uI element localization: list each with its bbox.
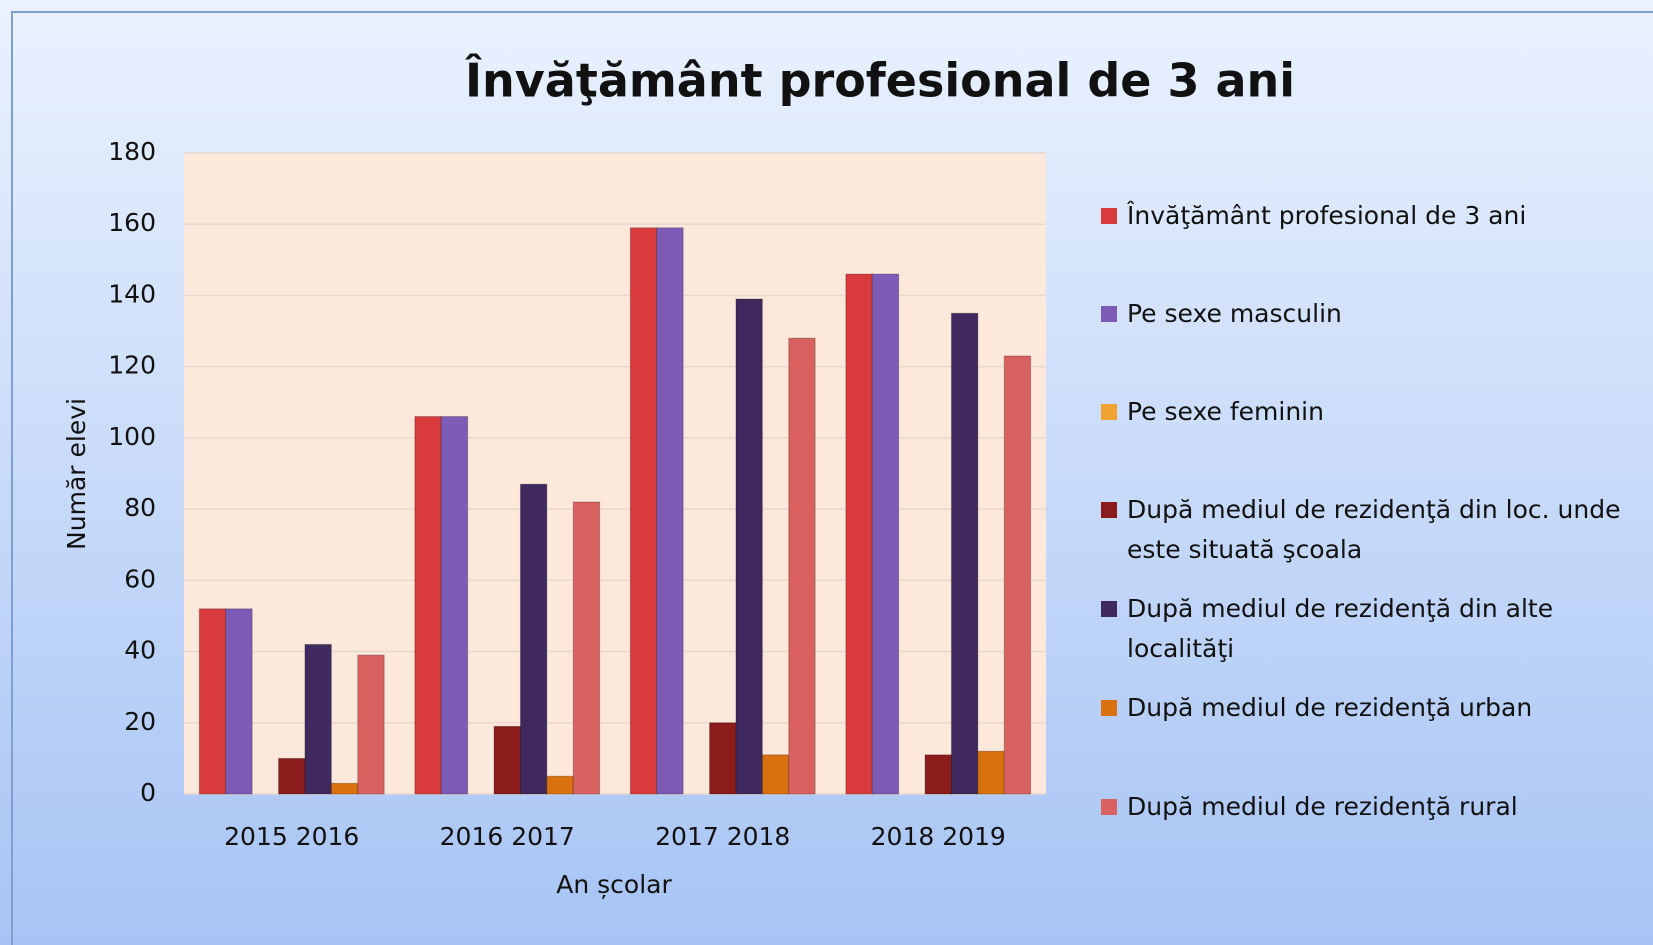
- bar: [225, 608, 253, 795]
- x-tick-label: 2015 2016: [224, 822, 359, 851]
- legend-swatch: [1101, 404, 1117, 420]
- bar: [198, 608, 227, 795]
- legend-swatch: [1101, 208, 1117, 224]
- bar: [950, 312, 979, 795]
- chart-title: Învăţământ profesional de 3 ani: [465, 54, 1295, 108]
- legend-label: După mediul de rezidenţă urban: [1127, 693, 1533, 722]
- legend-item: Învăţământ profesional de 3 ani: [1101, 196, 1631, 236]
- legend-label: Învăţământ profesional de 3 ani: [1127, 201, 1527, 230]
- bar: [357, 654, 385, 795]
- legend-item: După mediul de rezidenţă din loc. unde e…: [1101, 490, 1631, 570]
- legend-swatch: [1101, 502, 1117, 518]
- bar: [924, 754, 952, 795]
- y-tick-label: 40: [124, 636, 156, 665]
- y-tick-label: 20: [124, 707, 156, 736]
- bar: [440, 416, 469, 795]
- bar: [761, 754, 790, 795]
- legend-item: După mediul de rezidenţă rural: [1101, 787, 1631, 827]
- bar: [330, 782, 359, 795]
- y-tick-label: 120: [108, 351, 156, 380]
- bar: [278, 757, 306, 795]
- bar: [546, 775, 574, 795]
- legend-item: După mediul de rezidenţă din alte locali…: [1101, 589, 1631, 669]
- bar: [414, 416, 442, 795]
- x-axis-title: An școlar: [556, 870, 672, 899]
- y-axis-title: Număr elevi: [62, 398, 91, 550]
- legend-label: Pe sexe feminin: [1127, 397, 1324, 426]
- x-tick-label: 2018 2019: [871, 822, 1006, 851]
- bar: [629, 227, 658, 795]
- legend-label: După mediul de rezidenţă din loc. unde e…: [1127, 495, 1621, 564]
- bar: [871, 273, 900, 795]
- y-tick-label: 180: [108, 137, 156, 166]
- legend-item: După mediul de rezidenţă urban: [1101, 688, 1631, 728]
- bar: [788, 337, 816, 795]
- bar: [656, 227, 684, 795]
- legend-swatch: [1101, 799, 1117, 815]
- legend-label: După mediul de rezidenţă rural: [1127, 792, 1518, 821]
- legend-item: Pe sexe feminin: [1101, 392, 1631, 432]
- legend-swatch: [1101, 700, 1117, 716]
- legend-label: Pe sexe masculin: [1127, 299, 1342, 328]
- frame-border: [11, 11, 1653, 945]
- bar: [1003, 355, 1032, 795]
- bar: [845, 273, 873, 795]
- bar: [519, 483, 548, 795]
- legend-item: Pe sexe masculin: [1101, 294, 1631, 334]
- x-tick-label: 2016 2017: [440, 822, 575, 851]
- y-tick-label: 160: [108, 208, 156, 237]
- bar: [709, 722, 737, 795]
- bar: [304, 643, 332, 795]
- bar: [977, 750, 1005, 795]
- y-tick-label: 80: [124, 493, 156, 522]
- y-tick-label: 60: [124, 564, 156, 593]
- y-tick-label: 0: [140, 778, 156, 807]
- legend-label: După mediul de rezidenţă din alte locali…: [1127, 594, 1554, 663]
- bar: [572, 501, 601, 795]
- y-tick-label: 100: [108, 422, 156, 451]
- y-tick-label: 140: [108, 279, 156, 308]
- bar: [735, 298, 763, 795]
- x-tick-label: 2017 2018: [655, 822, 790, 851]
- legend-swatch: [1101, 306, 1117, 322]
- legend-swatch: [1101, 601, 1117, 617]
- bar: [493, 725, 521, 795]
